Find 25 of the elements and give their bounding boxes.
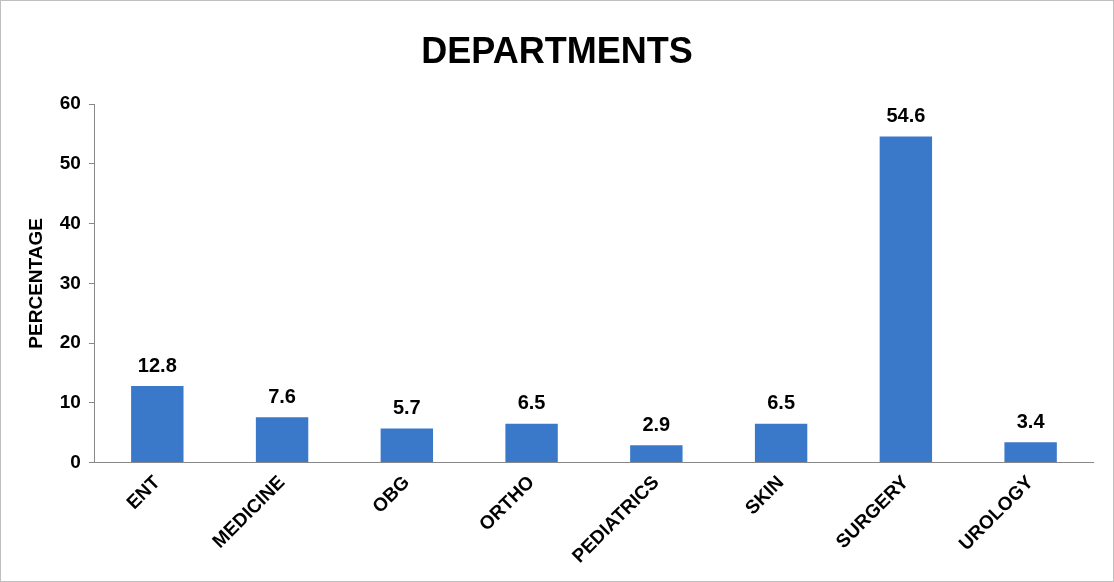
y-tick-label: 20 <box>59 331 81 353</box>
data-label: 12.8 <box>137 353 177 376</box>
chart-title: DEPARTMENTS <box>421 29 693 71</box>
y-axis-title: PERCENTAGE <box>24 218 46 349</box>
bar <box>380 428 434 463</box>
y-tick-label: 60 <box>59 92 81 114</box>
data-label: 3.4 <box>1016 409 1046 432</box>
bar <box>630 445 683 463</box>
y-tick-label: 40 <box>59 211 81 233</box>
bar <box>505 423 558 463</box>
y-tick-label: 30 <box>59 271 81 293</box>
bar <box>255 417 309 463</box>
data-label: 6.5 <box>767 391 796 414</box>
data-label: 2.9 <box>642 412 671 435</box>
y-tick-label: 10 <box>59 391 81 413</box>
bar <box>1004 442 1057 463</box>
data-label: 5.7 <box>392 395 421 418</box>
bar <box>754 423 808 463</box>
data-label: 54.6 <box>886 103 926 126</box>
bar <box>879 136 933 463</box>
data-label: 7.6 <box>268 384 296 407</box>
data-label: 6.5 <box>517 391 546 414</box>
bar <box>131 386 184 463</box>
y-tick-label: 50 <box>59 152 81 174</box>
y-tick-label: 0 <box>70 450 81 472</box>
